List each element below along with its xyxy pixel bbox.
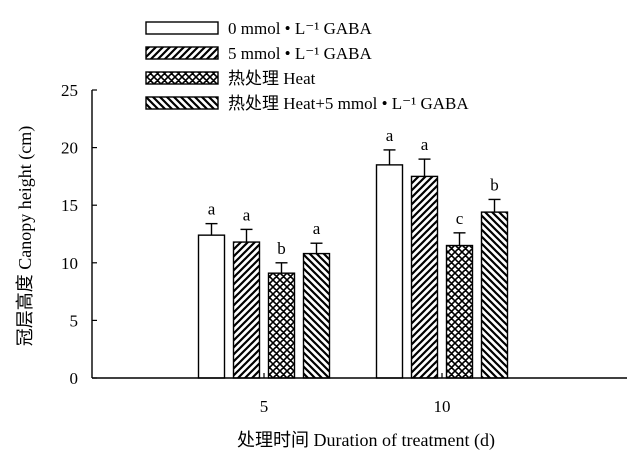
y-tick-label: 20 (61, 139, 78, 158)
significance-label: b (490, 175, 499, 194)
y-tick-label: 25 (61, 81, 78, 100)
bars: a a b a a a c b (197, 126, 509, 379)
bar (375, 164, 404, 379)
x-tick-label: 5 (260, 397, 269, 416)
legend-label: 热处理 Heat (228, 69, 316, 88)
y-tick-label: 5 (70, 311, 79, 330)
legend-swatch (145, 46, 219, 60)
y-axis-label: 冠层高度 Canopy height (cm) (15, 126, 36, 346)
y-tick-label: 15 (61, 196, 78, 215)
bar (302, 252, 331, 379)
x-tick-label: 10 (434, 397, 451, 416)
significance-label: a (313, 219, 321, 238)
legend-swatch (145, 21, 219, 35)
legend-swatch (145, 71, 219, 85)
bar (445, 244, 474, 379)
legend-swatch (145, 96, 219, 110)
y-tick-label: 0 (70, 369, 79, 388)
legend: 0 mmol • L⁻¹ GABA 5 mmol • L⁻¹ GABA 热处理 He… (145, 19, 469, 113)
bar (232, 241, 261, 379)
bar (410, 175, 439, 379)
y-tick-label: 10 (61, 254, 78, 273)
bar (197, 234, 226, 379)
significance-label: b (277, 239, 286, 258)
bar (267, 272, 296, 379)
significance-label: a (386, 126, 394, 145)
legend-label: 热处理 Heat+5 mmol • L⁻¹ GABA (228, 94, 469, 113)
significance-label: a (421, 135, 429, 154)
significance-label: c (456, 209, 464, 228)
legend-label: 5 mmol • L⁻¹ GABA (228, 44, 372, 63)
significance-label: a (243, 205, 251, 224)
legend-label: 0 mmol • L⁻¹ GABA (228, 19, 372, 38)
x-axis-label: 处理时间 Duration of treatment (d) (237, 430, 495, 451)
bar (480, 211, 509, 379)
significance-label: a (208, 200, 216, 219)
axes: 0 5 10 15 20 25 5 10 (61, 81, 627, 416)
